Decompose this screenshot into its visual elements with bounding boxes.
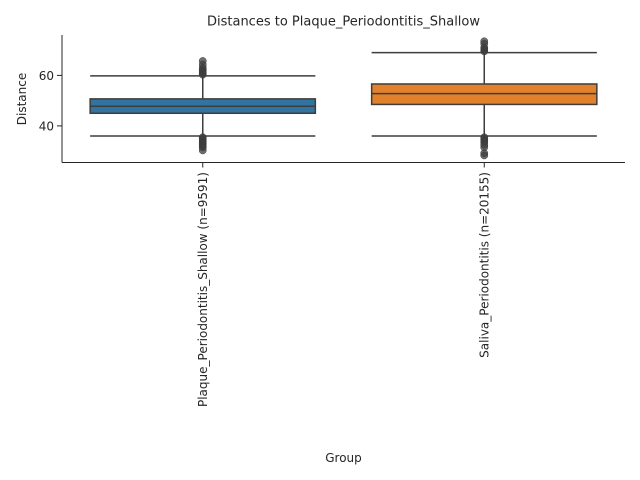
- outlier-point-1-8: [480, 151, 489, 160]
- y-tick-label-0: 40: [39, 119, 54, 133]
- plot-area: 40 60 Plaque_Periodontitis_Shallow (n=9591…: [39, 37, 598, 407]
- chart-title: Distances to Plaque_Periodontitis_Shallo…: [207, 15, 480, 30]
- x-tick-label-1: Saliva_Periodontitis (n=20155): [477, 172, 491, 358]
- y-tick-label-1: 60: [39, 69, 54, 83]
- x-tick-label-0: Plaque_Periodontitis_Shallow (n=9591): [196, 172, 210, 407]
- outlier-point-1-14: [480, 37, 489, 46]
- outlier-point-0-9: [198, 146, 207, 155]
- x-axis-title: Group: [325, 451, 362, 465]
- outlier-point-0-17: [198, 57, 207, 65]
- y-axis-title: Distance: [15, 73, 29, 125]
